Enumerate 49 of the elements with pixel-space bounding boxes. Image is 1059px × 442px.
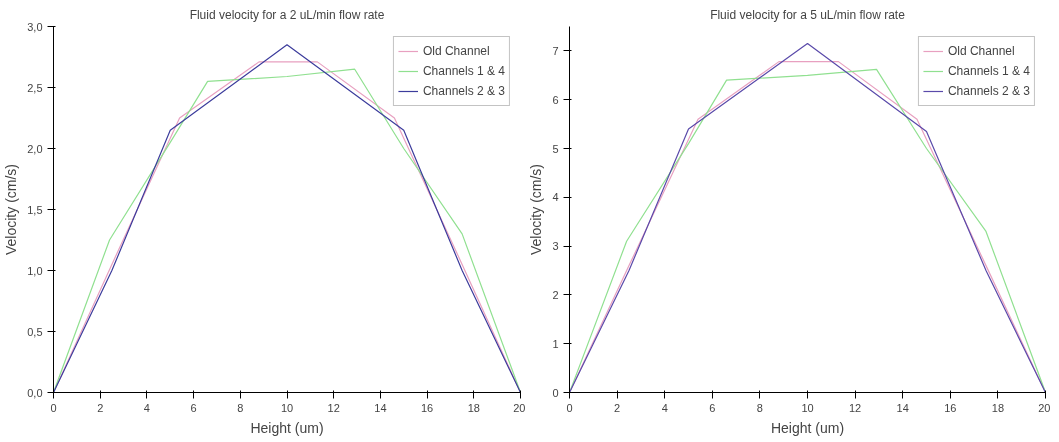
- y-tick-label: 5: [552, 142, 559, 155]
- x-tick-label: 6: [190, 401, 197, 414]
- y-tick-label: 2,0: [27, 142, 43, 155]
- y-tick-label: 1,0: [27, 264, 43, 277]
- x-tick-label: 4: [143, 401, 150, 414]
- x-tick-label: 10: [801, 401, 814, 414]
- y-axis-title: Velocity (cm/s): [3, 163, 20, 256]
- x-tick-label: 14: [896, 401, 909, 414]
- x-tick-label: 2: [614, 401, 621, 414]
- x-tick-label: 18: [467, 401, 480, 414]
- x-tick-label: 8: [237, 401, 244, 414]
- y-tick-label: 1,5: [27, 203, 43, 216]
- x-tick-label: 16: [944, 401, 957, 414]
- legend-label: Channels 1 & 4: [947, 64, 1030, 78]
- x-tick-label: 4: [661, 401, 668, 414]
- y-tick-label: 7: [552, 44, 559, 57]
- y-tick-label: 3,0: [27, 20, 43, 33]
- y-tick-label: 0,0: [27, 386, 43, 399]
- x-tick-label: 10: [280, 401, 294, 414]
- legend-label: Channels 1 & 4: [422, 64, 505, 78]
- legend-label: Old Channel: [947, 44, 1015, 58]
- y-tick-label: 2,5: [27, 81, 43, 94]
- x-tick-label: 0: [50, 401, 57, 414]
- x-tick-label: 12: [327, 401, 340, 414]
- y-tick-label: 3: [552, 240, 559, 253]
- x-tick-label: 6: [709, 401, 716, 414]
- x-tick-label: 20: [513, 401, 526, 414]
- chart-title: Fluid velocity for a 2 uL/min flow rate: [189, 7, 385, 22]
- y-tick-label: 0: [552, 386, 559, 399]
- x-axis-title: Height (um): [770, 419, 845, 436]
- y-tick-label: 1: [552, 337, 559, 350]
- legend-label: Channels 2 & 3: [422, 84, 505, 98]
- y-axis-title: Velocity (cm/s): [528, 163, 545, 256]
- x-tick-label: 14: [374, 401, 387, 414]
- legend-label: Channels 2 & 3: [947, 84, 1030, 98]
- x-tick-label: 12: [848, 401, 862, 414]
- legend-label: Old Channel: [422, 44, 490, 58]
- x-tick-label: 18: [991, 401, 1005, 414]
- y-tick-label: 6: [552, 93, 559, 106]
- x-tick-label: 2: [97, 401, 104, 414]
- x-tick-label: 20: [1038, 401, 1051, 414]
- x-axis-title: Height (um): [250, 419, 324, 436]
- x-tick-label: 0: [566, 401, 573, 414]
- chart-title: Fluid velocity for a 5 uL/min flow rate: [710, 7, 906, 22]
- x-tick-label: 16: [420, 401, 434, 414]
- y-tick-label: 0,5: [27, 325, 43, 338]
- y-tick-label: 2: [552, 288, 559, 301]
- y-tick-label: 4: [552, 191, 559, 204]
- x-tick-label: 8: [756, 401, 763, 414]
